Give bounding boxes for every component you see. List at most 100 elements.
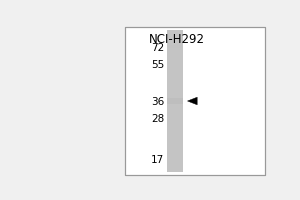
Bar [167,30,181,172]
Bar [167,45,176,48]
Bar [167,98,175,104]
Bar [167,30,168,172]
Bar [167,45,171,48]
Bar [167,30,179,172]
Bar [167,45,181,48]
Bar [167,45,170,48]
Bar [167,98,169,104]
Bar [167,30,168,172]
Bar [167,98,179,104]
Bar [167,98,172,104]
Bar [167,30,173,172]
Bar [167,30,172,172]
Bar [167,45,168,48]
Bar [167,30,181,172]
Bar [167,98,175,104]
Bar [167,98,175,104]
Bar [167,45,183,48]
Bar [167,30,179,172]
Bar [167,30,174,172]
Bar [167,30,178,172]
Bar [167,98,181,104]
Bar [167,98,174,104]
Bar [167,30,182,172]
Bar [167,45,173,48]
Bar [167,45,175,48]
Bar [167,30,182,172]
Bar [167,98,176,104]
Bar [167,45,181,48]
Bar [167,98,168,104]
Bar [167,30,169,172]
Bar [167,98,180,104]
Bar [167,98,168,104]
Bar [167,45,182,48]
Bar [167,45,173,48]
Bar [167,45,169,48]
Bar [167,98,178,104]
Bar [167,45,176,48]
Bar [167,30,171,172]
Bar [167,30,172,172]
Bar [167,98,172,104]
Bar [167,45,169,48]
Bar [167,30,177,172]
Bar [167,45,171,48]
Bar [167,98,172,104]
Bar [167,98,182,104]
Bar [167,45,168,48]
Bar [167,30,183,172]
Bar [167,30,181,172]
Bar [167,98,182,104]
Bar [167,45,180,48]
Bar [167,98,180,104]
Bar [167,30,182,172]
Bar [167,45,174,48]
Bar [167,30,169,172]
Bar [167,30,176,172]
Bar [167,98,171,104]
Bar [167,30,175,172]
Bar [167,30,175,172]
Bar [167,98,170,104]
Bar [167,30,181,172]
Bar [167,98,181,104]
Text: 55: 55 [151,60,164,70]
Bar [167,98,180,104]
Bar [167,45,170,48]
Bar [167,45,170,48]
Bar [167,45,177,48]
Bar [167,45,171,48]
Polygon shape [188,97,197,105]
Bar [167,45,172,48]
Text: NCI-H292: NCI-H292 [149,33,205,46]
Bar [167,30,177,172]
Bar [167,45,175,48]
Bar [167,45,169,48]
Bar [167,98,175,104]
Bar [167,98,182,104]
Bar [167,45,176,48]
Bar [167,30,177,172]
Bar [167,45,175,48]
Bar [167,98,178,104]
Bar [167,98,178,104]
Bar [167,98,168,104]
Bar [167,30,169,172]
Bar [167,98,181,104]
Bar [167,45,182,48]
Bar [167,98,177,104]
Bar [167,45,182,48]
Bar [125,27,266,175]
Bar [167,30,171,172]
Bar [167,98,180,104]
Bar [167,30,169,172]
Bar [167,30,180,172]
Bar [167,45,178,48]
Bar [167,30,176,172]
Bar [167,30,175,172]
Bar [167,98,176,104]
Bar [167,98,175,104]
Bar [167,98,179,104]
Bar [167,30,180,172]
